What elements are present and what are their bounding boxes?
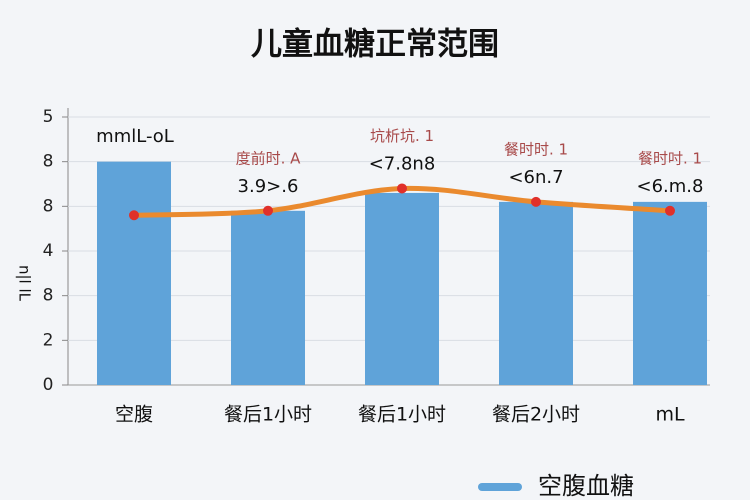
x-tick-label: 餐后2小时: [492, 404, 580, 426]
y-tick-label: 8: [43, 196, 54, 216]
x-tick-label: mL: [655, 404, 685, 426]
y-tick-label: 0: [43, 375, 54, 395]
y-tick-label: 4: [43, 241, 54, 261]
annotation-text: <6.m.8: [637, 176, 704, 197]
y-tick-label: 8: [43, 152, 54, 172]
annotation-label: 餐时时. 1: [504, 140, 568, 158]
bar: [97, 161, 171, 385]
annotation-label: 度前时. A: [236, 149, 302, 167]
line-point: [129, 210, 139, 221]
line-point: [531, 196, 541, 207]
line-point: [665, 205, 675, 216]
bar: [365, 192, 439, 385]
annotation-text: <6n.7: [508, 167, 563, 188]
y-axis-label: n|l lL: [16, 265, 34, 302]
y-tick-label: 8: [43, 286, 54, 306]
y-tick-label: 5: [43, 107, 54, 127]
bar: [231, 210, 305, 385]
chart-title: 儿童血糖正常范围: [251, 27, 499, 63]
annotation-label: 餐时吋. 1: [638, 149, 702, 167]
annotation-label: 坑析坑. 1: [370, 127, 434, 145]
unit-label: mmlL-oL: [96, 126, 174, 147]
annotation-text: 3.9>.6: [238, 176, 299, 197]
bar: [499, 201, 573, 385]
y-tick-label: 2: [43, 330, 54, 350]
x-tick-label: 餐后1小时: [358, 404, 446, 426]
x-tick-label: 空腹: [115, 404, 153, 426]
line-point: [397, 183, 407, 194]
bar: [633, 201, 707, 385]
line-point: [263, 205, 273, 216]
annotation-text: <7.8n8: [369, 153, 436, 174]
x-tick-label: 餐后1小时: [224, 404, 312, 426]
legend-label: 空腹血糖: [538, 472, 634, 500]
